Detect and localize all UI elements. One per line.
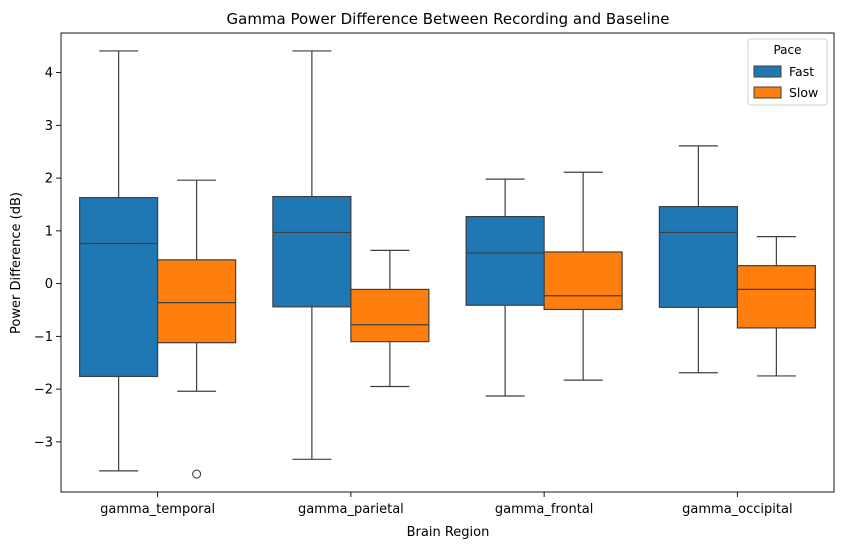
plot-area: −3 −2 −1 0 1 2 3 4 gamma_temporal gamma_parietal g… xyxy=(34,32,835,517)
x-axis-label: Brain Region xyxy=(407,525,490,540)
x-tick-label: gamma_frontal xyxy=(495,502,594,517)
legend-swatch-slow xyxy=(753,86,782,99)
plot-frame xyxy=(60,32,835,493)
outlier-point xyxy=(192,469,202,479)
box-fast-gamma_occipital xyxy=(658,145,738,374)
y-tick-label: −2 xyxy=(34,383,53,398)
x-tick-label: gamma_parietal xyxy=(298,502,404,517)
legend-title: Pace xyxy=(773,43,801,57)
box-fast-gamma_frontal xyxy=(465,178,545,397)
box-slow-gamma_occipital xyxy=(736,236,816,377)
box-slow-gamma_parietal xyxy=(350,249,430,388)
y-axis-label: Power Difference (dB) xyxy=(9,192,24,334)
y-tick-label: 2 xyxy=(45,172,53,187)
y-tick-label: −1 xyxy=(34,330,53,345)
chart-title: Gamma Power Difference Between Recording… xyxy=(227,10,670,28)
legend-label-slow: Slow xyxy=(789,85,818,100)
box-iqr xyxy=(157,259,237,344)
box-iqr xyxy=(658,205,738,308)
legend-swatch-fast xyxy=(753,65,782,78)
box-iqr xyxy=(272,195,352,308)
box-slow-gamma_temporal xyxy=(157,179,237,479)
box-iqr xyxy=(543,251,623,311)
box-iqr xyxy=(350,288,430,343)
legend: Pace Fast Slow xyxy=(747,38,828,106)
y-tick-label: 4 xyxy=(45,66,53,81)
box-iqr xyxy=(79,197,159,378)
box-fast-gamma_temporal xyxy=(79,50,159,472)
x-tick-label: gamma_temporal xyxy=(100,502,215,517)
y-tick-label: −3 xyxy=(34,435,53,450)
box-slow-gamma_frontal xyxy=(543,171,623,381)
y-tick-label: 0 xyxy=(45,277,53,292)
box-fast-gamma_parietal xyxy=(272,50,352,460)
x-tick-label: gamma_occipital xyxy=(682,502,792,517)
legend-label-fast: Fast xyxy=(789,64,814,79)
y-tick-label: 1 xyxy=(45,224,53,239)
box-iqr xyxy=(736,265,816,329)
y-tick-label: 3 xyxy=(45,119,53,134)
box-iqr xyxy=(465,216,545,306)
